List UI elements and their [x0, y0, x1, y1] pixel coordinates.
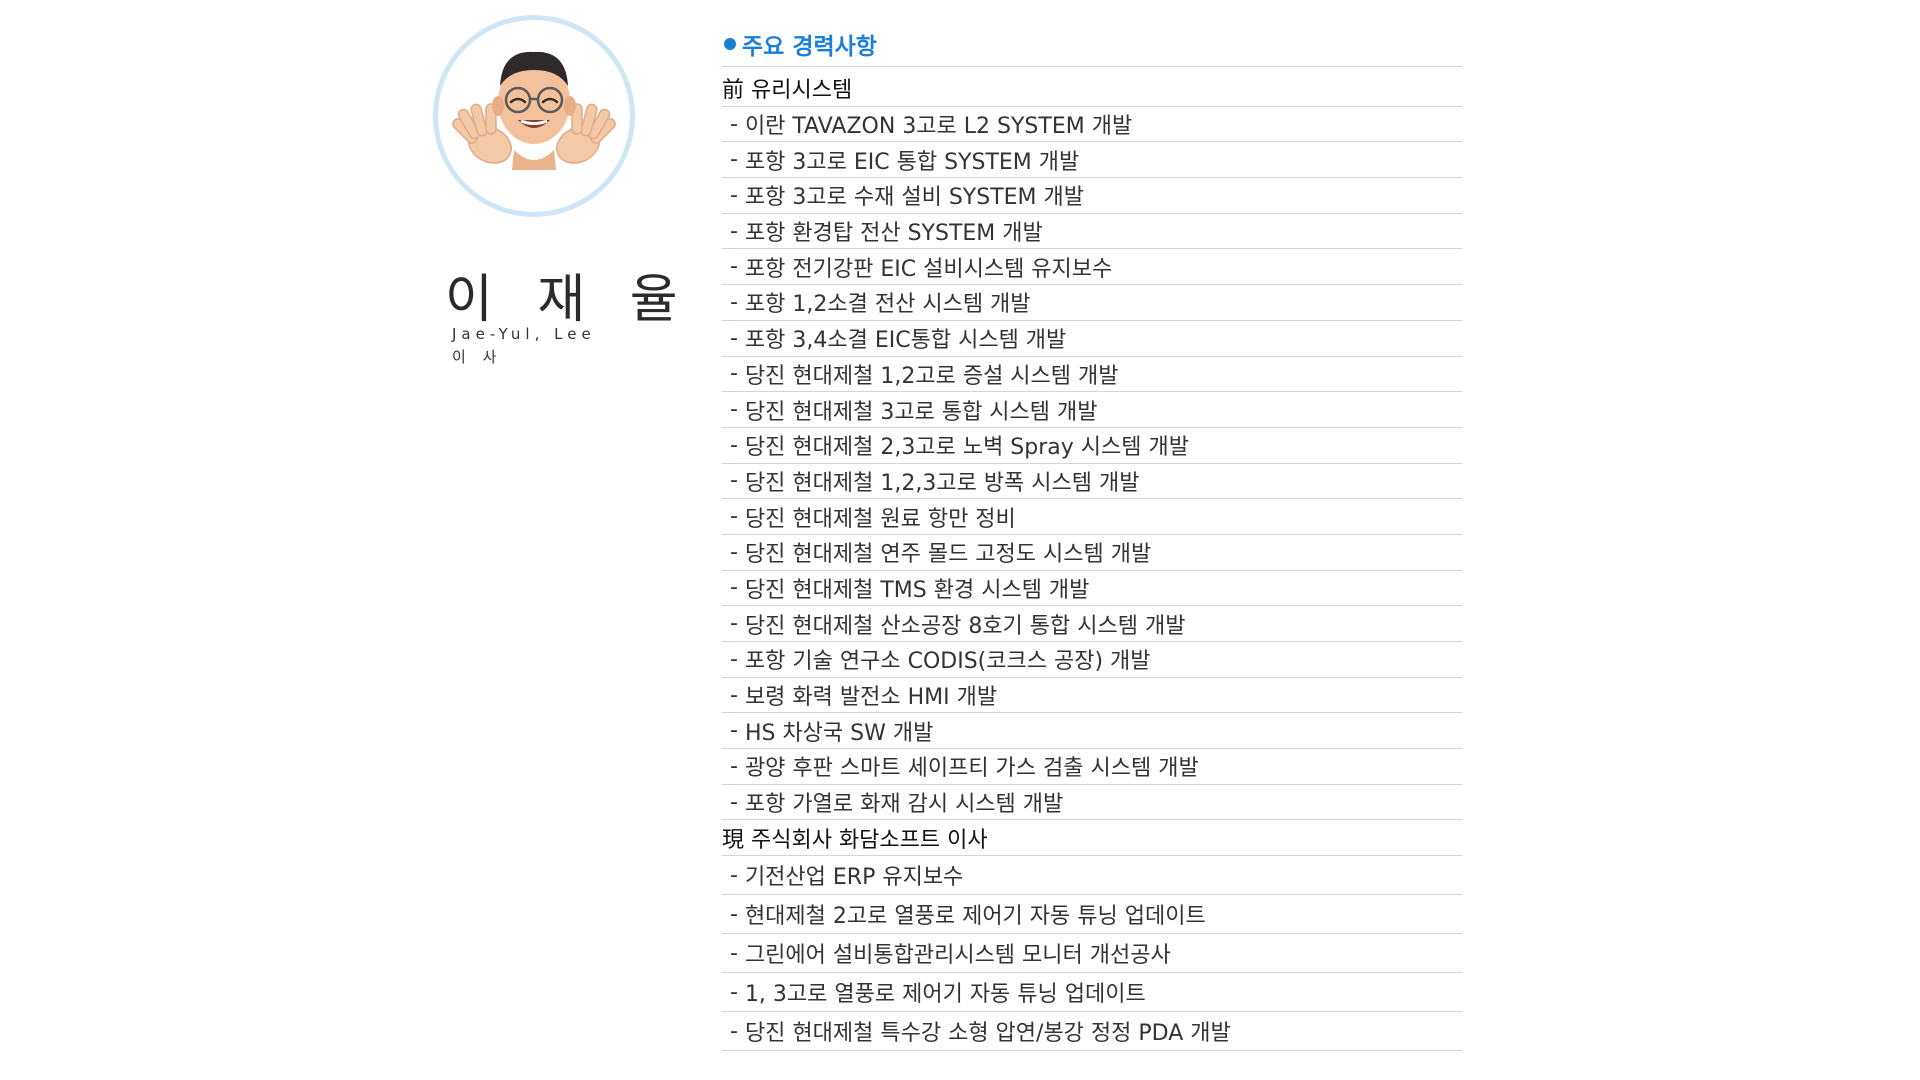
career-item: 포항 3,4소결 EIC통합 시스템 개발	[722, 321, 1462, 357]
person-name-english: Jae-Yul, Lee	[452, 325, 596, 343]
career-item: 포항 전기강판 EIC 설비시스템 유지보수	[722, 249, 1462, 286]
memoji-avatar-icon	[452, 51, 616, 170]
career-item: 포항 환경탑 전산 SYSTEM 개발	[722, 214, 1462, 250]
career-item: 포항 3고로 EIC 통합 SYSTEM 개발	[722, 142, 1462, 179]
career-item: 당진 현대제철 특수강 소형 압연/봉강 정정 PDA 개발	[722, 1012, 1462, 1052]
career-item: 이란 TAVAZON 3고로 L2 SYSTEM 개발	[722, 107, 1462, 143]
career-item: 당진 현대제철 TMS 환경 시스템 개발	[722, 571, 1462, 607]
career-item: 당진 현대제철 원료 항만 정비	[722, 499, 1462, 535]
person-title: 이 사	[452, 348, 503, 366]
career-item: 당진 현대제철 1,2고로 증설 시스템 개발	[722, 357, 1462, 393]
person-name-korean: 이 재 율	[445, 270, 692, 330]
career-item: 광양 후판 스마트 세이프티 가스 검출 시스템 개발	[722, 749, 1462, 785]
career-section: 주요 경력사항 前 유리시스템 이란 TAVAZON 3고로 L2 SYSTEM…	[722, 22, 1462, 1052]
bullet-dot-icon	[724, 38, 736, 50]
career-item: 그린에어 설비통합관리시스템 모니터 개선공사	[722, 934, 1462, 974]
career-item: 현대제철 2고로 열풍로 제어기 자동 튜닝 업데이트	[722, 895, 1462, 935]
career-item: 당진 현대제철 연주 몰드 고정도 시스템 개발	[722, 535, 1462, 571]
career-item: HS 차상국 SW 개발	[722, 713, 1462, 750]
career-item: 당진 현대제철 2,3고로 노벽 Spray 시스템 개발	[722, 428, 1462, 464]
career-item: 기전산업 ERP 유지보수	[722, 856, 1462, 896]
career-item: 포항 가열로 화재 감시 시스템 개발	[722, 785, 1462, 821]
avatar	[433, 15, 635, 217]
career-item: 당진 현대제철 1,2,3고로 방폭 시스템 개발	[722, 464, 1462, 500]
career-item: 당진 현대제철 3고로 통합 시스템 개발	[722, 392, 1462, 428]
career-item: 당진 현대제철 산소공장 8호기 통합 시스템 개발	[722, 606, 1462, 642]
career-heading-text: 주요 경력사항	[742, 34, 877, 60]
career-item: 포항 기술 연구소 CODIS(코크스 공장) 개발	[722, 642, 1462, 678]
company-current: 現 주식회사 화담소프트 이사	[722, 820, 1462, 857]
career-item: 보령 화력 발전소 HMI 개발	[722, 678, 1462, 714]
career-heading: 주요 경력사항	[722, 22, 1462, 67]
career-item: 포항 3고로 수재 설비 SYSTEM 개발	[722, 178, 1462, 214]
career-item: 1, 3고로 열풍로 제어기 자동 튜닝 업데이트	[722, 973, 1462, 1013]
company-previous: 前 유리시스템	[722, 71, 1462, 107]
career-item: 포항 1,2소결 전산 시스템 개발	[722, 285, 1462, 321]
